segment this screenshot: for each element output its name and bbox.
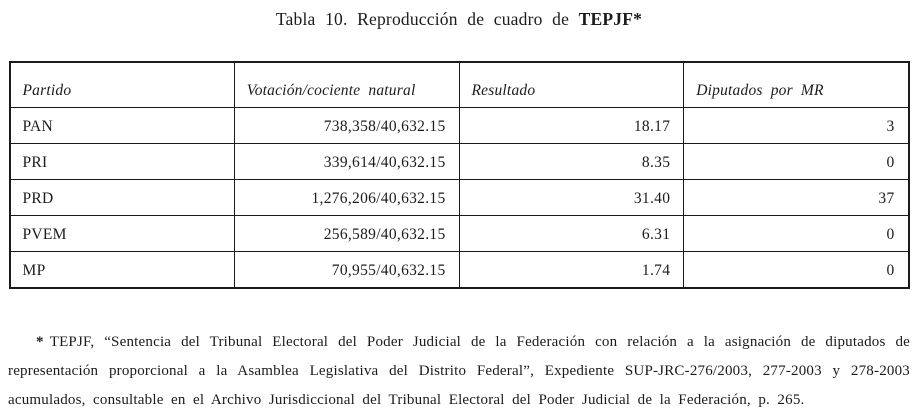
footnote-marker: * <box>36 334 44 350</box>
table-row: PRI 339,614/40,632.15 8.35 0 <box>9 143 909 180</box>
table-row: MP 70,955/40,632.15 1.74 0 <box>9 251 909 289</box>
column-header-resultado: Resultado <box>458 61 685 108</box>
cell-resultado: 31.40 <box>458 179 685 216</box>
cell-partido: PRD <box>9 179 235 216</box>
cell-resultado: 18.17 <box>458 107 685 144</box>
cell-diputados-por-mr: 0 <box>683 251 909 289</box>
table-title-emphasis: TEPJF* <box>578 9 643 29</box>
cell-partido: PAN <box>9 107 235 144</box>
column-header-votacion-cociente-natural: Votación/cociente natural <box>233 61 460 108</box>
cell-diputados-por-mr: 37 <box>683 179 909 216</box>
cell-diputados-por-mr: 3 <box>683 107 909 144</box>
footnote: * TEPJF, “Sentencia del Tribunal Electora… <box>8 328 910 415</box>
document-page: Tabla 10. Reproducción de cuadro de TEPJ… <box>0 9 918 414</box>
cell-diputados-por-mr: 0 <box>683 215 909 252</box>
cell-votacion-cociente-natural: 339,614/40,632.15 <box>233 143 460 180</box>
cell-votacion-cociente-natural: 70,955/40,632.15 <box>233 251 460 289</box>
table-row: PRD 1,276,206/40,632.15 31.40 37 <box>9 179 909 216</box>
table-row: PVEM 256,589/40,632.15 6.31 0 <box>9 215 909 252</box>
cell-votacion-cociente-natural: 256,589/40,632.15 <box>233 215 460 252</box>
cell-votacion-cociente-natural: 738,358/40,632.15 <box>233 107 460 144</box>
cell-resultado: 6.31 <box>458 215 685 252</box>
cell-partido: PVEM <box>9 215 235 252</box>
footnote-text: TEPJF, “Sentencia del Tribunal Electoral… <box>8 334 910 408</box>
header-row: Partido Votación/cociente natural Result… <box>9 61 909 108</box>
cell-votacion-cociente-natural: 1,276,206/40,632.15 <box>233 179 460 216</box>
cell-diputados-por-mr: 0 <box>683 143 909 180</box>
cell-resultado: 8.35 <box>458 143 685 180</box>
cell-partido: PRI <box>9 143 235 180</box>
cell-resultado: 1.74 <box>458 251 685 289</box>
column-header-diputados-por-mr: Diputados por MR <box>683 61 909 108</box>
table-title: Tabla 10. Reproducción de cuadro de TEPJ… <box>0 9 918 30</box>
column-header-partido: Partido <box>9 61 235 108</box>
cell-partido: MP <box>9 251 235 289</box>
table-row: PAN 738,358/40,632.15 18.17 3 <box>9 107 909 144</box>
tepjf-table: Partido Votación/cociente natural Result… <box>8 61 910 289</box>
table-title-text: Tabla 10. Reproducción de cuadro de <box>275 9 579 29</box>
